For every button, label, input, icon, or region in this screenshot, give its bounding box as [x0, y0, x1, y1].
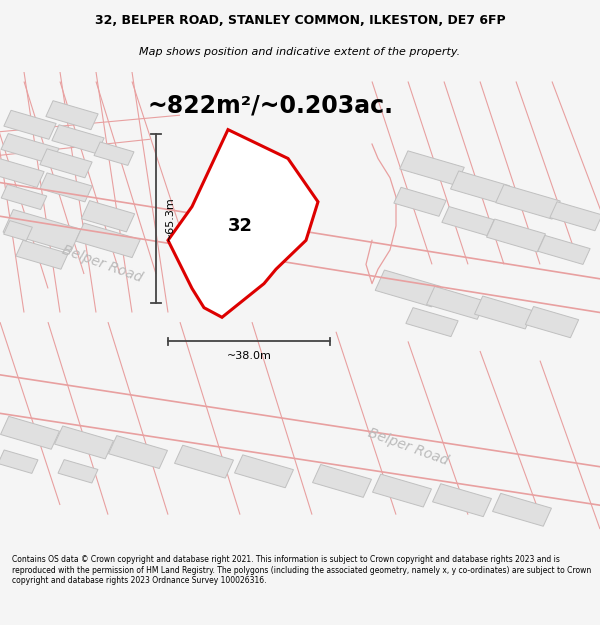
Polygon shape [487, 219, 545, 252]
Polygon shape [46, 101, 98, 129]
Text: Belper Road: Belper Road [60, 243, 144, 286]
Polygon shape [58, 459, 98, 483]
Polygon shape [55, 426, 113, 459]
Text: ~65.3m: ~65.3m [165, 196, 175, 241]
Polygon shape [373, 474, 431, 507]
Text: Contains OS data © Crown copyright and database right 2021. This information is : Contains OS data © Crown copyright and d… [12, 555, 591, 585]
Polygon shape [52, 125, 104, 154]
Polygon shape [1, 184, 47, 209]
Text: 32, BELPER ROAD, STANLEY COMMON, ILKESTON, DE7 6FP: 32, BELPER ROAD, STANLEY COMMON, ILKESTO… [95, 14, 505, 27]
Polygon shape [433, 484, 491, 517]
Polygon shape [0, 159, 44, 188]
Polygon shape [40, 173, 92, 202]
Polygon shape [427, 286, 485, 319]
Polygon shape [496, 184, 560, 219]
Polygon shape [375, 270, 441, 307]
Polygon shape [4, 111, 56, 139]
Text: Map shows position and indicative extent of the property.: Map shows position and indicative extent… [139, 47, 461, 57]
Polygon shape [94, 142, 134, 166]
Text: ~822m²/~0.203ac.: ~822m²/~0.203ac. [147, 94, 393, 118]
Polygon shape [475, 296, 533, 329]
Polygon shape [235, 455, 293, 488]
Polygon shape [175, 445, 233, 478]
Polygon shape [1, 416, 59, 449]
Polygon shape [550, 202, 600, 231]
Polygon shape [442, 207, 494, 236]
Text: 32: 32 [227, 217, 253, 235]
Polygon shape [0, 450, 38, 473]
Polygon shape [16, 240, 68, 269]
Polygon shape [406, 308, 458, 337]
Polygon shape [394, 188, 446, 216]
Polygon shape [76, 223, 140, 258]
Text: Belper Road: Belper Road [366, 426, 450, 468]
Polygon shape [451, 171, 509, 204]
Polygon shape [526, 306, 578, 338]
Polygon shape [538, 236, 590, 264]
Polygon shape [168, 129, 318, 318]
Polygon shape [4, 221, 32, 241]
Polygon shape [82, 201, 134, 232]
Polygon shape [313, 464, 371, 498]
Polygon shape [40, 149, 92, 178]
Polygon shape [109, 436, 167, 469]
Polygon shape [1, 134, 59, 164]
Text: ~38.0m: ~38.0m [227, 351, 271, 361]
Polygon shape [493, 493, 551, 526]
Polygon shape [3, 209, 81, 252]
Polygon shape [400, 151, 464, 186]
